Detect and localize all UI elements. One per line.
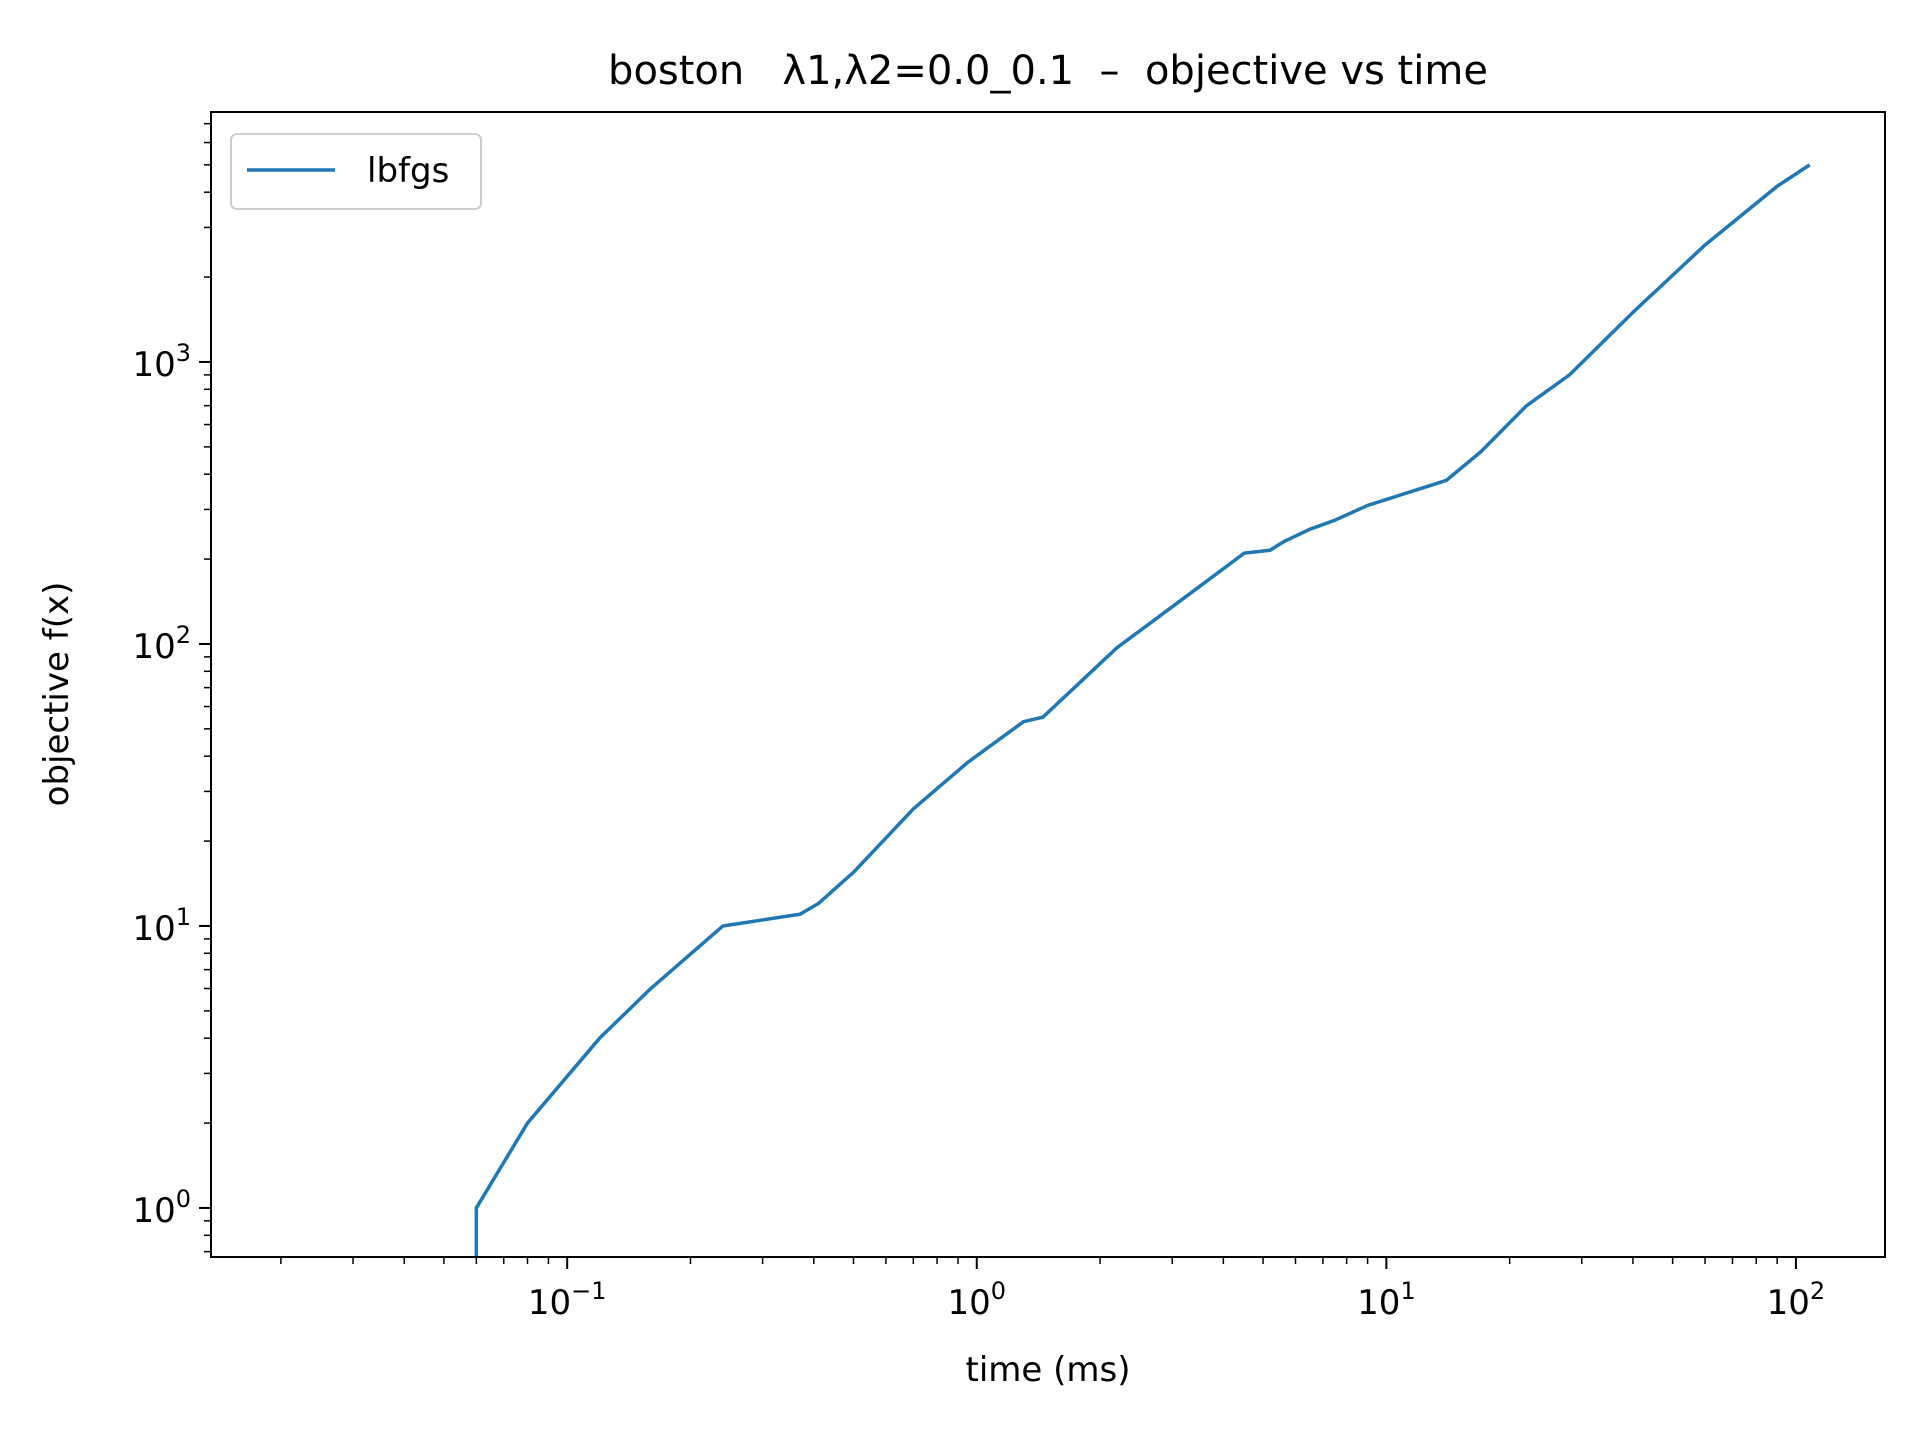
legend-box: [230, 133, 482, 210]
x-tick-label: 102: [1767, 1277, 1826, 1323]
plot-area: 10−1 100 101 102 100 101 102 103: [132, 111, 1886, 1323]
x-axis-label: time (ms): [966, 1350, 1131, 1390]
series-line-lbfgs: [474, 163, 1811, 1257]
x-tick-label: 101: [1357, 1277, 1416, 1323]
y-tick-label: 101: [132, 903, 191, 949]
legend-label-lbfgs: lbfgs: [367, 151, 449, 191]
y-tick-label: 103: [132, 339, 191, 385]
y-tick-label: 102: [132, 621, 191, 667]
axes-frame: [210, 111, 1886, 1258]
legend: lbfgs: [230, 133, 482, 210]
x-tick-label: 100: [947, 1277, 1006, 1323]
y-tick-label: 100: [132, 1185, 191, 1231]
y-axis-label: objective f(x): [37, 582, 77, 807]
chart-title: boston λ1,λ2=0.0_0.1 – objective vs time: [608, 48, 1488, 94]
x-tick-label: 10−1: [528, 1277, 607, 1323]
